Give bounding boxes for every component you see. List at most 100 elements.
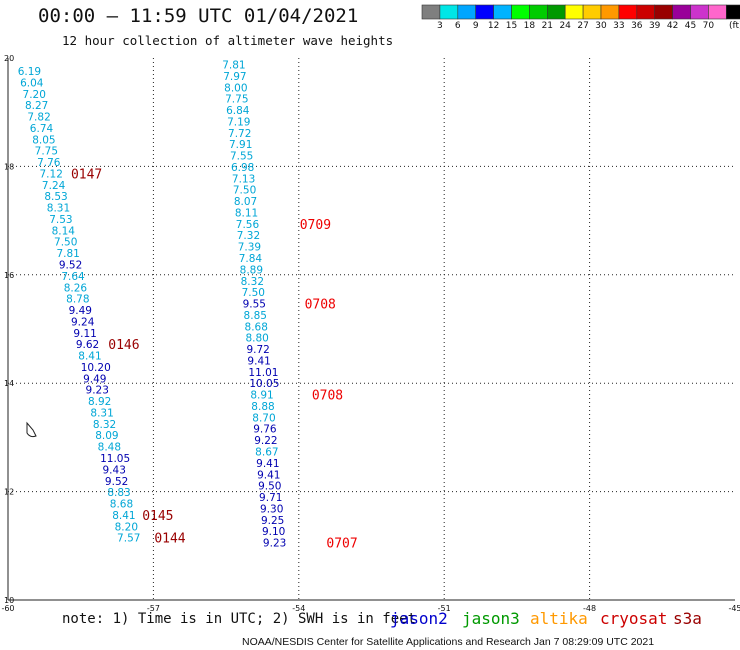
colorbar-tick-label: 9 <box>472 21 479 31</box>
y-tick-label: 12 <box>4 488 14 497</box>
pass-time-label: 0708 <box>312 389 343 404</box>
wave-height-value: 6.74 <box>30 123 54 135</box>
y-tick-label: 18 <box>4 162 14 171</box>
wave-height-value: 9.23 <box>263 538 286 550</box>
page-title: 00:00 — 11:59 UTC 01/04/2021 <box>38 5 359 27</box>
wave-height-value: 9.41 <box>247 355 270 367</box>
x-tick-label: -60 <box>1 604 14 613</box>
colorbar-tick-label: 6 <box>454 21 461 31</box>
wave-height-value: 8.32 <box>241 276 264 288</box>
colorbar-swatch <box>708 4 727 20</box>
colorbar-tick-label: 36 <box>631 21 643 31</box>
colorbar-tick-label: 39 <box>648 21 661 31</box>
wave-height-value: 9.41 <box>257 469 280 481</box>
colorbar-tick-label: 27 <box>577 21 589 31</box>
y-tick-label: 16 <box>4 271 14 280</box>
wave-height-value: 9.49 <box>83 373 106 385</box>
colorbar-swatch <box>546 4 566 20</box>
colorbar-swatch <box>421 4 441 20</box>
wave-height-value: 7.50 <box>233 185 256 197</box>
y-tick-label: 20 <box>4 54 14 63</box>
colorbar-tick-label: 18 <box>523 21 536 31</box>
wave-height-value: 9.76 <box>253 424 277 436</box>
wave-height-value: 8.92 <box>88 396 111 408</box>
colorbar-swatch <box>493 4 512 20</box>
wave-height-value: 7.20 <box>23 89 46 101</box>
wave-height-value: 7.91 <box>229 139 252 151</box>
wave-height-value: 7.57 <box>117 533 140 545</box>
y-tick-label: 14 <box>4 379 14 388</box>
colorbar-swatch <box>672 4 691 20</box>
wave-height-value: 7.50 <box>242 287 265 299</box>
x-tick-label: -57 <box>147 604 160 613</box>
wave-height-value: 8.80 <box>245 333 268 345</box>
wave-height-value: 7.64 <box>61 271 85 283</box>
wave-height-value: 9.72 <box>246 344 269 356</box>
colorbar-tick-label: 70 <box>702 21 715 31</box>
wave-height-value: 7.39 <box>238 242 261 254</box>
wave-height-value: 7.53 <box>49 214 72 226</box>
wave-height-value: 9.52 <box>105 476 128 488</box>
wave-height-value: 8.31 <box>47 203 70 215</box>
wave-height-value: 8.91 <box>250 390 273 402</box>
x-tick-label: -54 <box>292 604 305 613</box>
legend-jason2: jason2 <box>390 609 448 628</box>
wave-height-value: 8.05 <box>32 134 55 146</box>
wave-height-value: 8.11 <box>235 207 258 219</box>
legend-altika: altika <box>530 609 588 628</box>
wave-height-value: 9.41 <box>256 458 279 470</box>
wave-height-value: 8.53 <box>44 191 67 203</box>
wave-height-value: 8.31 <box>90 407 113 419</box>
wave-height-value: 8.88 <box>251 401 274 413</box>
wave-height-value: 7.84 <box>239 253 263 265</box>
wave-height-value: 8.78 <box>66 294 89 306</box>
pass-time-label: 0147 <box>71 167 102 182</box>
wave-height-value: 8.67 <box>255 446 278 458</box>
colorbar-swatch <box>457 4 476 20</box>
wave-height-value: 11.01 <box>248 367 278 379</box>
colorbar-swatch <box>511 4 530 20</box>
wave-height-value: 9.71 <box>259 492 282 504</box>
wave-height-value: 9.11 <box>73 328 96 340</box>
colorbar-swatch <box>439 4 459 20</box>
pass-time-label: 0145 <box>142 509 173 524</box>
wave-height-value: 7.56 <box>236 219 260 231</box>
legend-cryosat: cryosat <box>600 609 668 628</box>
wave-height-value: 9.23 <box>86 385 109 397</box>
wave-height-value: 7.82 <box>27 112 50 124</box>
note-text: note: 1) Time is in UTC; 2) SWH is in fe… <box>62 611 417 627</box>
pass-time-label: 0707 <box>326 537 357 552</box>
colorbar-tick-label: 24 <box>559 21 571 31</box>
wave-height-value: 11.05 <box>100 453 130 465</box>
wave-height-value: 8.48 <box>98 442 121 454</box>
cursor-icon <box>26 421 37 438</box>
wave-height-value: 6.04 <box>20 77 44 89</box>
wave-height-value: 8.83 <box>107 487 130 499</box>
wave-height-value: 7.76 <box>37 157 61 169</box>
wave-height-value: 8.07 <box>234 196 257 208</box>
wave-height-value: 8.32 <box>93 419 116 431</box>
pass-time-label: 0146 <box>108 338 139 353</box>
wave-height-value: 8.89 <box>240 264 263 276</box>
wave-height-value: 9.24 <box>71 316 95 328</box>
colorbar-swatch <box>654 4 673 20</box>
wave-height-value: 7.81 <box>222 60 245 72</box>
colorbar-swatch <box>582 4 602 20</box>
wave-height-value: 8.85 <box>244 310 267 322</box>
wave-height-value: 7.12 <box>40 168 63 180</box>
wave-height-value: 9.52 <box>59 260 82 272</box>
colorbar-unit: (ft) <box>729 21 740 31</box>
colorbar-tick-label: 12 <box>487 21 500 31</box>
wave-height-value: 9.50 <box>258 481 281 493</box>
wave-height-value: 7.81 <box>56 248 79 260</box>
footer-credit: NOAA/NESDIS Center for Satellite Applica… <box>242 636 655 648</box>
colorbar-swatch <box>725 4 740 20</box>
wave-height-value: 7.97 <box>223 71 246 83</box>
wave-height-value: 6.98 <box>231 162 254 174</box>
wave-height-value: 8.00 <box>224 82 247 94</box>
wave-height-value: 7.55 <box>230 151 253 163</box>
wave-height-value: 9.49 <box>69 305 92 317</box>
wave-height-value: 8.68 <box>110 499 133 511</box>
legend-s3a: s3a <box>673 609 702 628</box>
colorbar-swatch <box>636 4 655 20</box>
